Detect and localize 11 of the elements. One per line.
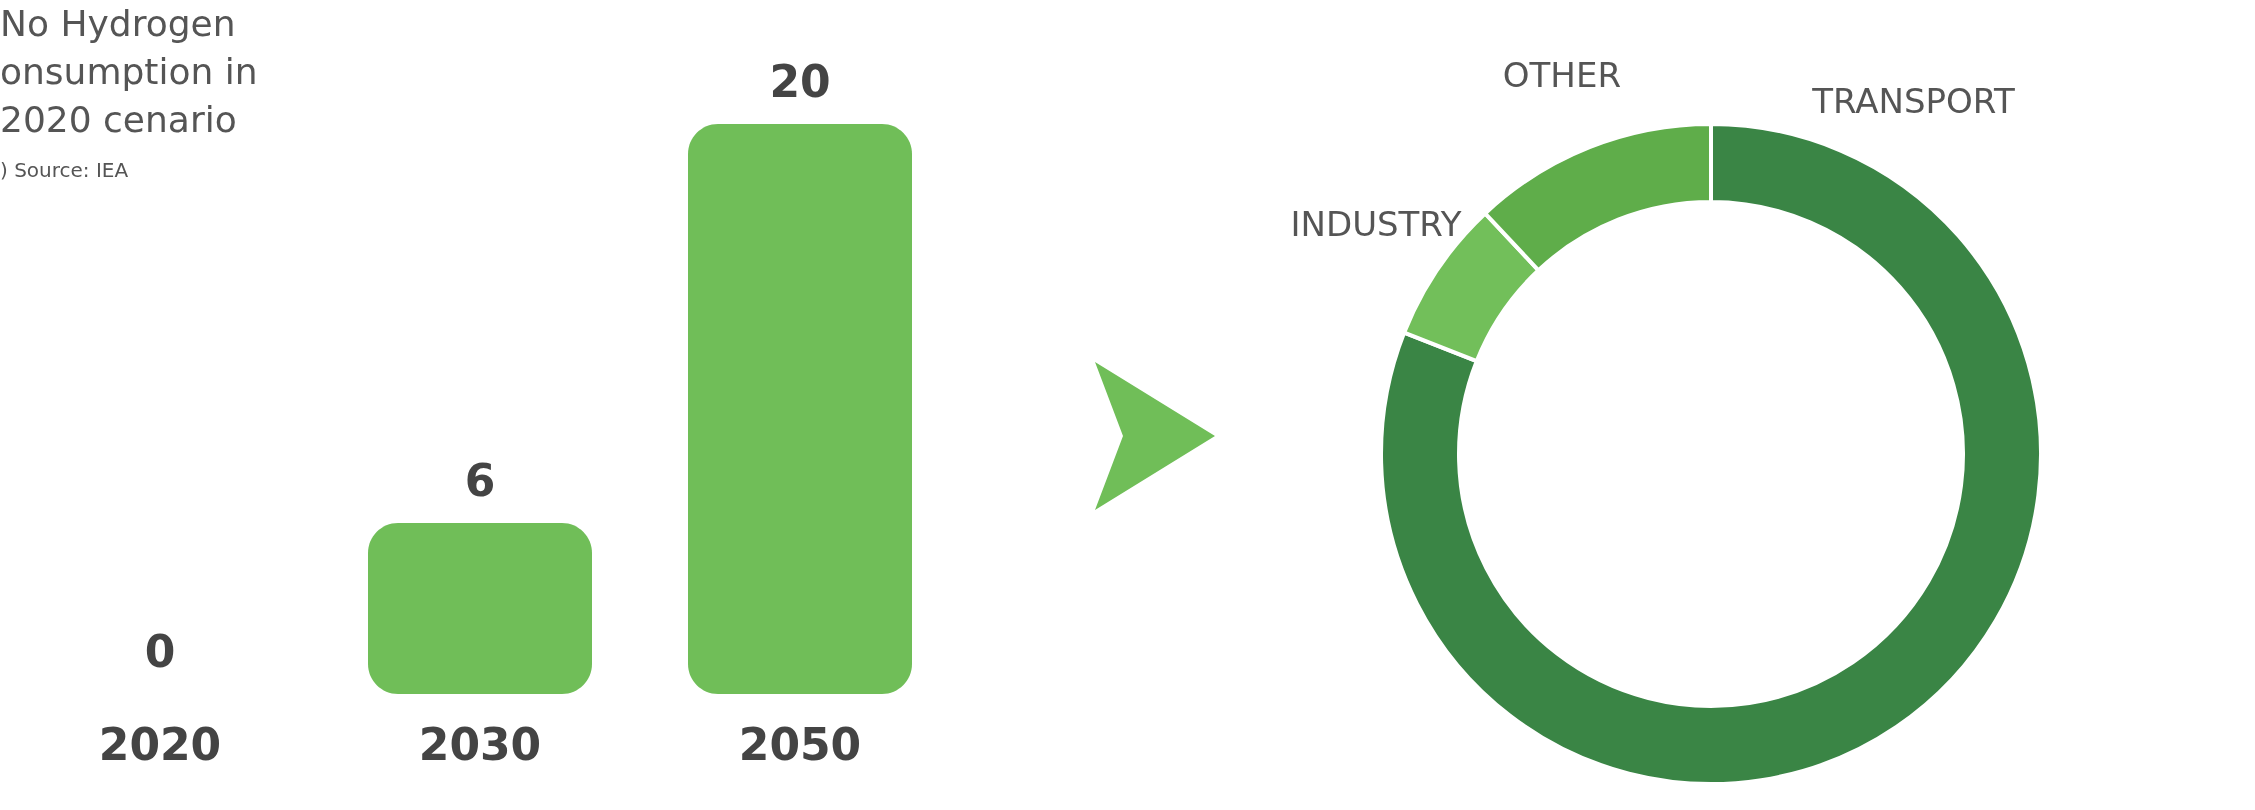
data-label: 6 [464, 455, 496, 506]
x-tick-label: 2020 [98, 718, 222, 770]
data-label: 0 [144, 626, 176, 677]
slice-label: INDUSTRY [1290, 204, 1462, 245]
x-tick-label: 2030 [418, 718, 542, 770]
data-label: 20 [769, 56, 831, 107]
slice-label: TRANSPORT [1811, 81, 2015, 122]
chart-title: No Hydrogen onsumption in 2020 cenario [0, 2, 259, 142]
annotation: ) Source: IEA [0, 158, 130, 182]
slice-label: OTHER [1502, 55, 1622, 96]
x-tick-label: 2050 [738, 718, 862, 770]
